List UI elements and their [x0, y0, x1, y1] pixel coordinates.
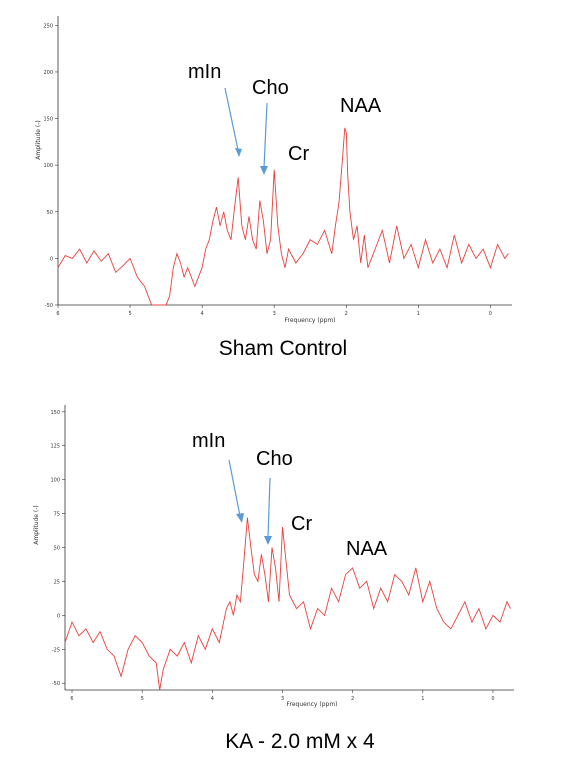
y-tick-label: 125 — [50, 444, 60, 450]
top-arrowhead-mIn — [235, 148, 242, 157]
y-tick-label: 250 — [43, 23, 53, 29]
bottom-x-ticks: 6 5 4 3 2 1 0 — [70, 690, 495, 702]
y-tick-label: 150 — [50, 410, 60, 416]
top-x-ticks: 6 5 4 3 2 1 0 — [56, 305, 492, 317]
bottom-label-NAA: NAA — [346, 538, 388, 560]
top-arrow-mIn — [224, 87, 239, 151]
top-series-line — [57, 127, 509, 306]
x-tick-label: 3 — [273, 311, 276, 317]
x-tick-label: 0 — [491, 696, 494, 702]
x-tick-label: 1 — [417, 311, 420, 317]
y-tick-label: 100 — [50, 478, 60, 484]
y-tick-label: -50 — [45, 303, 53, 309]
top-arrow-Cho — [263, 102, 268, 169]
x-tick-label: 0 — [489, 311, 492, 317]
top-label-Cho: Cho — [252, 77, 289, 99]
chart-ka: 150 125 100 75 50 25 0 -25 -50 6 5 4 3 2 1 0 Amplitude… — [33, 405, 514, 753]
top-arrowhead-Cho — [260, 166, 268, 175]
x-tick-label: 6 — [56, 311, 59, 317]
x-tick-label: 4 — [211, 696, 214, 702]
y-tick-label: 25 — [54, 579, 60, 585]
bottom-y-axis-label: Amplitude (-) — [33, 505, 40, 545]
x-tick-label: 2 — [351, 696, 354, 702]
top-label-NAA: NAA — [340, 95, 382, 117]
top-x-axis-label: Frequency (ppm) — [284, 317, 335, 324]
y-tick-label: 50 — [47, 210, 53, 216]
y-tick-label: 100 — [43, 163, 53, 169]
bottom-y-ticks: 150 125 100 75 50 25 0 -25 -50 — [50, 410, 65, 687]
y-tick-label: 0 — [50, 256, 53, 262]
x-tick-label: 3 — [281, 696, 284, 702]
x-tick-label: 4 — [201, 311, 204, 317]
bottom-arrow-Cho — [267, 477, 271, 538]
top-label-mIn: mIn — [188, 61, 221, 83]
top-label-Cr: Cr — [288, 143, 309, 165]
y-tick-label: 75 — [54, 512, 60, 518]
bottom-arrow-mIn — [228, 459, 241, 517]
top-caption: Sham Control — [219, 337, 347, 360]
y-tick-label: -25 — [52, 647, 60, 653]
y-tick-label: 150 — [43, 117, 53, 123]
bottom-series-line — [64, 517, 511, 691]
bottom-caption: KA - 2.0 mM x 4 — [225, 730, 375, 753]
x-tick-label: 2 — [345, 311, 348, 317]
bottom-label-Cho: Cho — [256, 448, 293, 470]
y-tick-label: 0 — [57, 613, 60, 619]
bottom-label-mIn: mIn — [192, 430, 225, 452]
bottom-arrowhead-mIn — [236, 513, 244, 523]
top-y-ticks: 250 200 150 100 50 0 -50 — [43, 23, 58, 309]
chart-sham-control: 250 200 150 100 50 0 -50 6 5 4 3 2 1 0 Amplitude (-)… — [35, 16, 512, 360]
x-tick-label: 1 — [421, 696, 424, 702]
y-tick-label: -50 — [52, 681, 60, 687]
y-tick-label: 50 — [54, 546, 60, 552]
bottom-arrowhead-Cho — [264, 536, 272, 545]
x-tick-label: 5 — [128, 311, 131, 317]
x-tick-label: 6 — [70, 696, 73, 702]
top-y-axis-label: Amplitude (-) — [35, 120, 42, 160]
x-tick-label: 5 — [141, 696, 144, 702]
bottom-x-axis-label: Frequency (ppm) — [286, 701, 337, 708]
y-tick-label: 200 — [43, 70, 53, 76]
bottom-label-Cr: Cr — [291, 513, 312, 535]
